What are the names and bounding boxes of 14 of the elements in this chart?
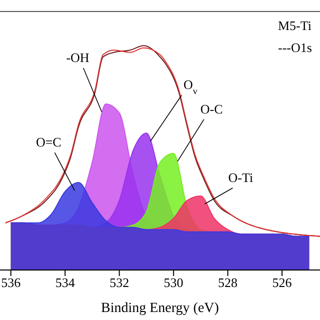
text: O-C <box>200 101 223 116</box>
x-tick-label: 534 <box>55 275 76 290</box>
text: O=C <box>36 134 62 150</box>
annotation: ---O1s <box>278 40 312 56</box>
x-axis-title: Binding Energy (eV) <box>101 301 220 316</box>
x-tick-label: 528 <box>218 275 238 290</box>
x-tick-label: 530 <box>164 275 184 290</box>
text: O-Ti <box>228 170 254 185</box>
text: -OH <box>66 50 90 65</box>
text: O$_{v}$ <box>183 77 198 96</box>
text: M5-Ti <box>278 18 312 34</box>
x-tick-label: 536 <box>1 275 22 290</box>
x-tick-label: 532 <box>110 275 130 290</box>
x-tick-label: 526 <box>272 275 292 290</box>
